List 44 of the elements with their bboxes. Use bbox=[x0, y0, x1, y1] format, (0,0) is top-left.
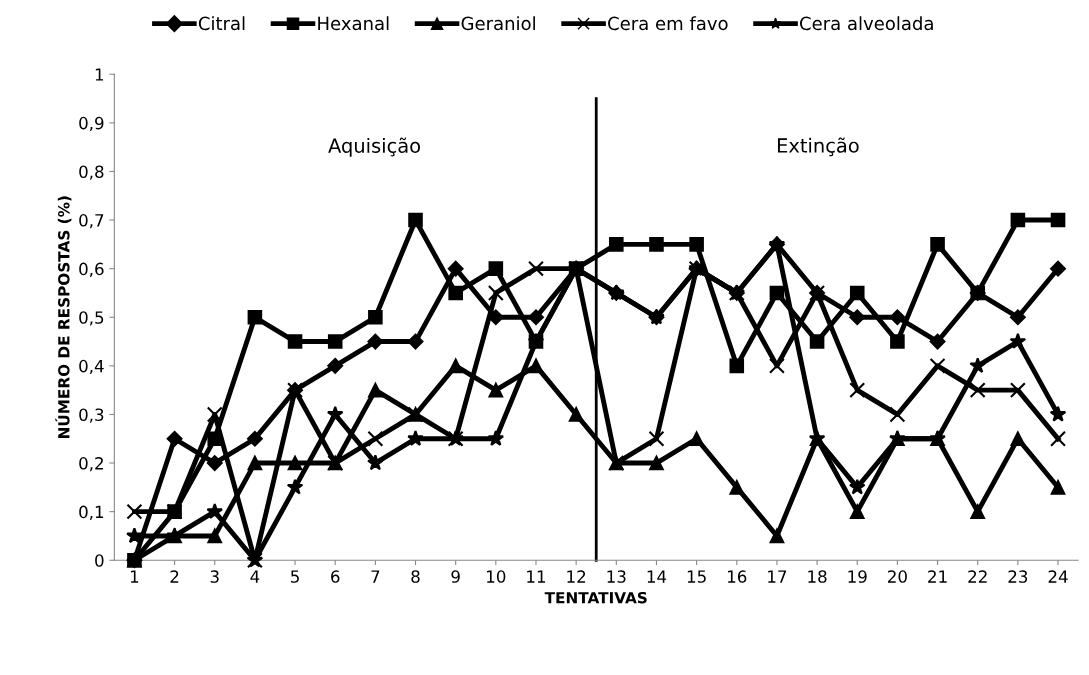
x-tick-label: 15 bbox=[687, 570, 706, 583]
x-tick-label: 18 bbox=[808, 570, 827, 583]
x-tick-label: 19 bbox=[848, 570, 867, 583]
x-tick-label: 2 bbox=[170, 570, 179, 583]
x-tick-label: 11 bbox=[527, 570, 546, 583]
x-tick-label: 9 bbox=[451, 570, 460, 583]
y-axis-title: NÚMERO DE RESPOSTAS (%) bbox=[55, 196, 72, 439]
legend-label: Geraniol bbox=[461, 16, 535, 31]
annotation: Extinção bbox=[777, 137, 859, 157]
x-tick-label: 10 bbox=[487, 570, 506, 583]
y-tick-label: 0,6 bbox=[79, 262, 104, 277]
x-tick-label: 1 bbox=[130, 570, 139, 583]
legend-label: Cera em favo bbox=[608, 16, 728, 31]
y-tick-label: 0,9 bbox=[79, 116, 104, 132]
x-tick-label: 13 bbox=[607, 570, 626, 583]
x-tick-label: 24 bbox=[1048, 570, 1068, 583]
x-tick-label: 21 bbox=[928, 570, 947, 583]
x-tick-label: 22 bbox=[968, 570, 987, 583]
y-tick-label: 0,5 bbox=[79, 311, 104, 326]
x-tick-label: 6 bbox=[331, 570, 340, 583]
y-tick-label: 0 bbox=[95, 554, 104, 567]
x-tick-label: 16 bbox=[728, 570, 747, 583]
x-tick-label: 17 bbox=[768, 570, 787, 583]
y-tick-label: 0,7 bbox=[79, 214, 104, 229]
y-tick-label: 1 bbox=[95, 68, 104, 81]
x-tick-label: 5 bbox=[291, 570, 299, 583]
annotation: Aquisição bbox=[328, 137, 421, 157]
x-tick-label: 8 bbox=[411, 570, 420, 583]
legend-label: Cera alveolada bbox=[800, 16, 933, 31]
x-tick-label: 12 bbox=[567, 570, 586, 583]
y-tick-label: 0,1 bbox=[79, 505, 104, 520]
x-tick-label: 3 bbox=[210, 570, 219, 583]
legend-label: Hexanal bbox=[318, 16, 389, 31]
x-tick-label: 4 bbox=[250, 570, 260, 583]
x-tick-label: 20 bbox=[888, 570, 907, 583]
legend-label: Citral bbox=[198, 16, 245, 31]
x-tick-label: 23 bbox=[1008, 570, 1028, 583]
y-tick-label: 0,2 bbox=[79, 457, 103, 472]
y-tick-label: 0,8 bbox=[79, 165, 104, 180]
x-axis-title: TENTATIVAS bbox=[544, 591, 647, 604]
y-tick-label: 0,4 bbox=[79, 359, 104, 375]
x-tick-label: 7 bbox=[371, 570, 380, 583]
y-tick-label: 0,3 bbox=[79, 408, 104, 423]
x-tick-label: 14 bbox=[647, 570, 667, 583]
